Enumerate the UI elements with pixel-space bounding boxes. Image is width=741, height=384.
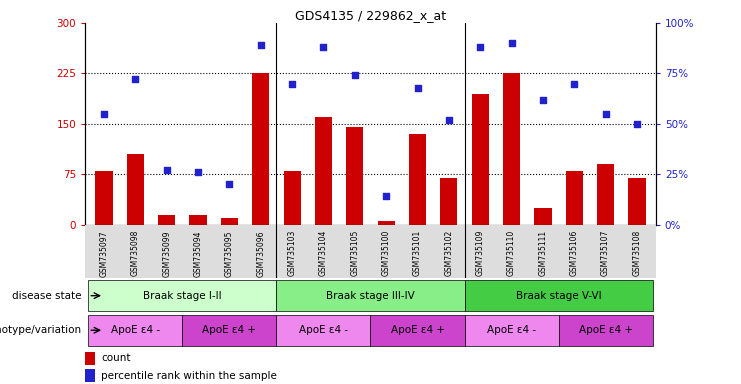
Bar xyxy=(276,315,370,346)
Text: GSM735110: GSM735110 xyxy=(507,230,516,276)
Bar xyxy=(565,171,583,225)
Text: GSM735101: GSM735101 xyxy=(413,230,422,276)
Bar xyxy=(471,94,489,225)
Point xyxy=(255,42,267,48)
Text: ApoE ε4 +: ApoE ε4 + xyxy=(391,325,445,335)
Bar xyxy=(559,315,653,346)
Text: ApoE ε4 -: ApoE ε4 - xyxy=(487,325,536,335)
Point xyxy=(98,111,110,117)
Bar xyxy=(158,215,176,225)
Point xyxy=(130,76,142,83)
Text: percentile rank within the sample: percentile rank within the sample xyxy=(102,371,277,381)
Text: GSM735107: GSM735107 xyxy=(601,230,610,276)
Text: GSM735097: GSM735097 xyxy=(99,230,108,276)
Bar xyxy=(440,178,457,225)
Point xyxy=(224,181,236,187)
Text: GSM735111: GSM735111 xyxy=(539,230,548,276)
Text: GSM735094: GSM735094 xyxy=(193,230,202,276)
Text: GSM735109: GSM735109 xyxy=(476,230,485,276)
Bar xyxy=(96,171,113,225)
Text: disease state: disease state xyxy=(12,291,82,301)
Text: GSM735105: GSM735105 xyxy=(350,230,359,276)
Text: GSM735102: GSM735102 xyxy=(445,230,453,276)
Bar xyxy=(276,280,465,311)
Text: Braak stage V-VI: Braak stage V-VI xyxy=(516,291,602,301)
Bar xyxy=(465,280,653,311)
Point xyxy=(411,84,423,91)
Text: ApoE ε4 -: ApoE ε4 - xyxy=(299,325,348,335)
Bar xyxy=(409,134,426,225)
Text: GSM735106: GSM735106 xyxy=(570,230,579,276)
Bar xyxy=(628,178,645,225)
Bar xyxy=(346,127,363,225)
Bar xyxy=(88,315,182,346)
Text: GSM735100: GSM735100 xyxy=(382,230,391,276)
Text: GSM735104: GSM735104 xyxy=(319,230,328,276)
Text: ApoE ε4 -: ApoE ε4 - xyxy=(111,325,160,335)
Bar xyxy=(370,315,465,346)
Point xyxy=(349,73,361,79)
Bar xyxy=(597,164,614,225)
Point xyxy=(318,44,330,50)
Text: GSM735098: GSM735098 xyxy=(131,230,140,276)
Point xyxy=(474,44,486,50)
Text: ApoE ε4 +: ApoE ε4 + xyxy=(202,325,256,335)
Point xyxy=(505,40,517,46)
Text: genotype/variation: genotype/variation xyxy=(0,325,82,335)
Bar xyxy=(465,315,559,346)
Text: GSM735108: GSM735108 xyxy=(633,230,642,276)
Text: GSM735099: GSM735099 xyxy=(162,230,171,276)
Bar xyxy=(284,171,301,225)
Bar xyxy=(85,352,96,365)
Bar xyxy=(378,221,395,225)
Bar xyxy=(85,369,96,382)
Bar xyxy=(534,208,551,225)
Bar xyxy=(88,280,276,311)
Bar xyxy=(127,154,144,225)
Point xyxy=(192,169,204,175)
Point xyxy=(380,194,392,200)
Bar xyxy=(503,73,520,225)
Text: Braak stage III-IV: Braak stage III-IV xyxy=(326,291,415,301)
Point xyxy=(568,81,580,87)
Text: ApoE ε4 +: ApoE ε4 + xyxy=(579,325,633,335)
Point xyxy=(631,121,643,127)
Text: count: count xyxy=(102,353,130,363)
Bar xyxy=(221,218,238,225)
Bar xyxy=(182,315,276,346)
Bar xyxy=(190,215,207,225)
Text: GSM735096: GSM735096 xyxy=(256,230,265,276)
Point xyxy=(599,111,611,117)
Text: GSM735103: GSM735103 xyxy=(288,230,296,276)
Bar xyxy=(315,117,332,225)
Title: GDS4135 / 229862_x_at: GDS4135 / 229862_x_at xyxy=(295,9,446,22)
Point xyxy=(161,167,173,173)
Point xyxy=(443,117,455,123)
Text: Braak stage I-II: Braak stage I-II xyxy=(143,291,222,301)
Text: GSM735095: GSM735095 xyxy=(225,230,234,276)
Point xyxy=(286,81,298,87)
Point xyxy=(537,97,549,103)
Bar xyxy=(252,73,270,225)
